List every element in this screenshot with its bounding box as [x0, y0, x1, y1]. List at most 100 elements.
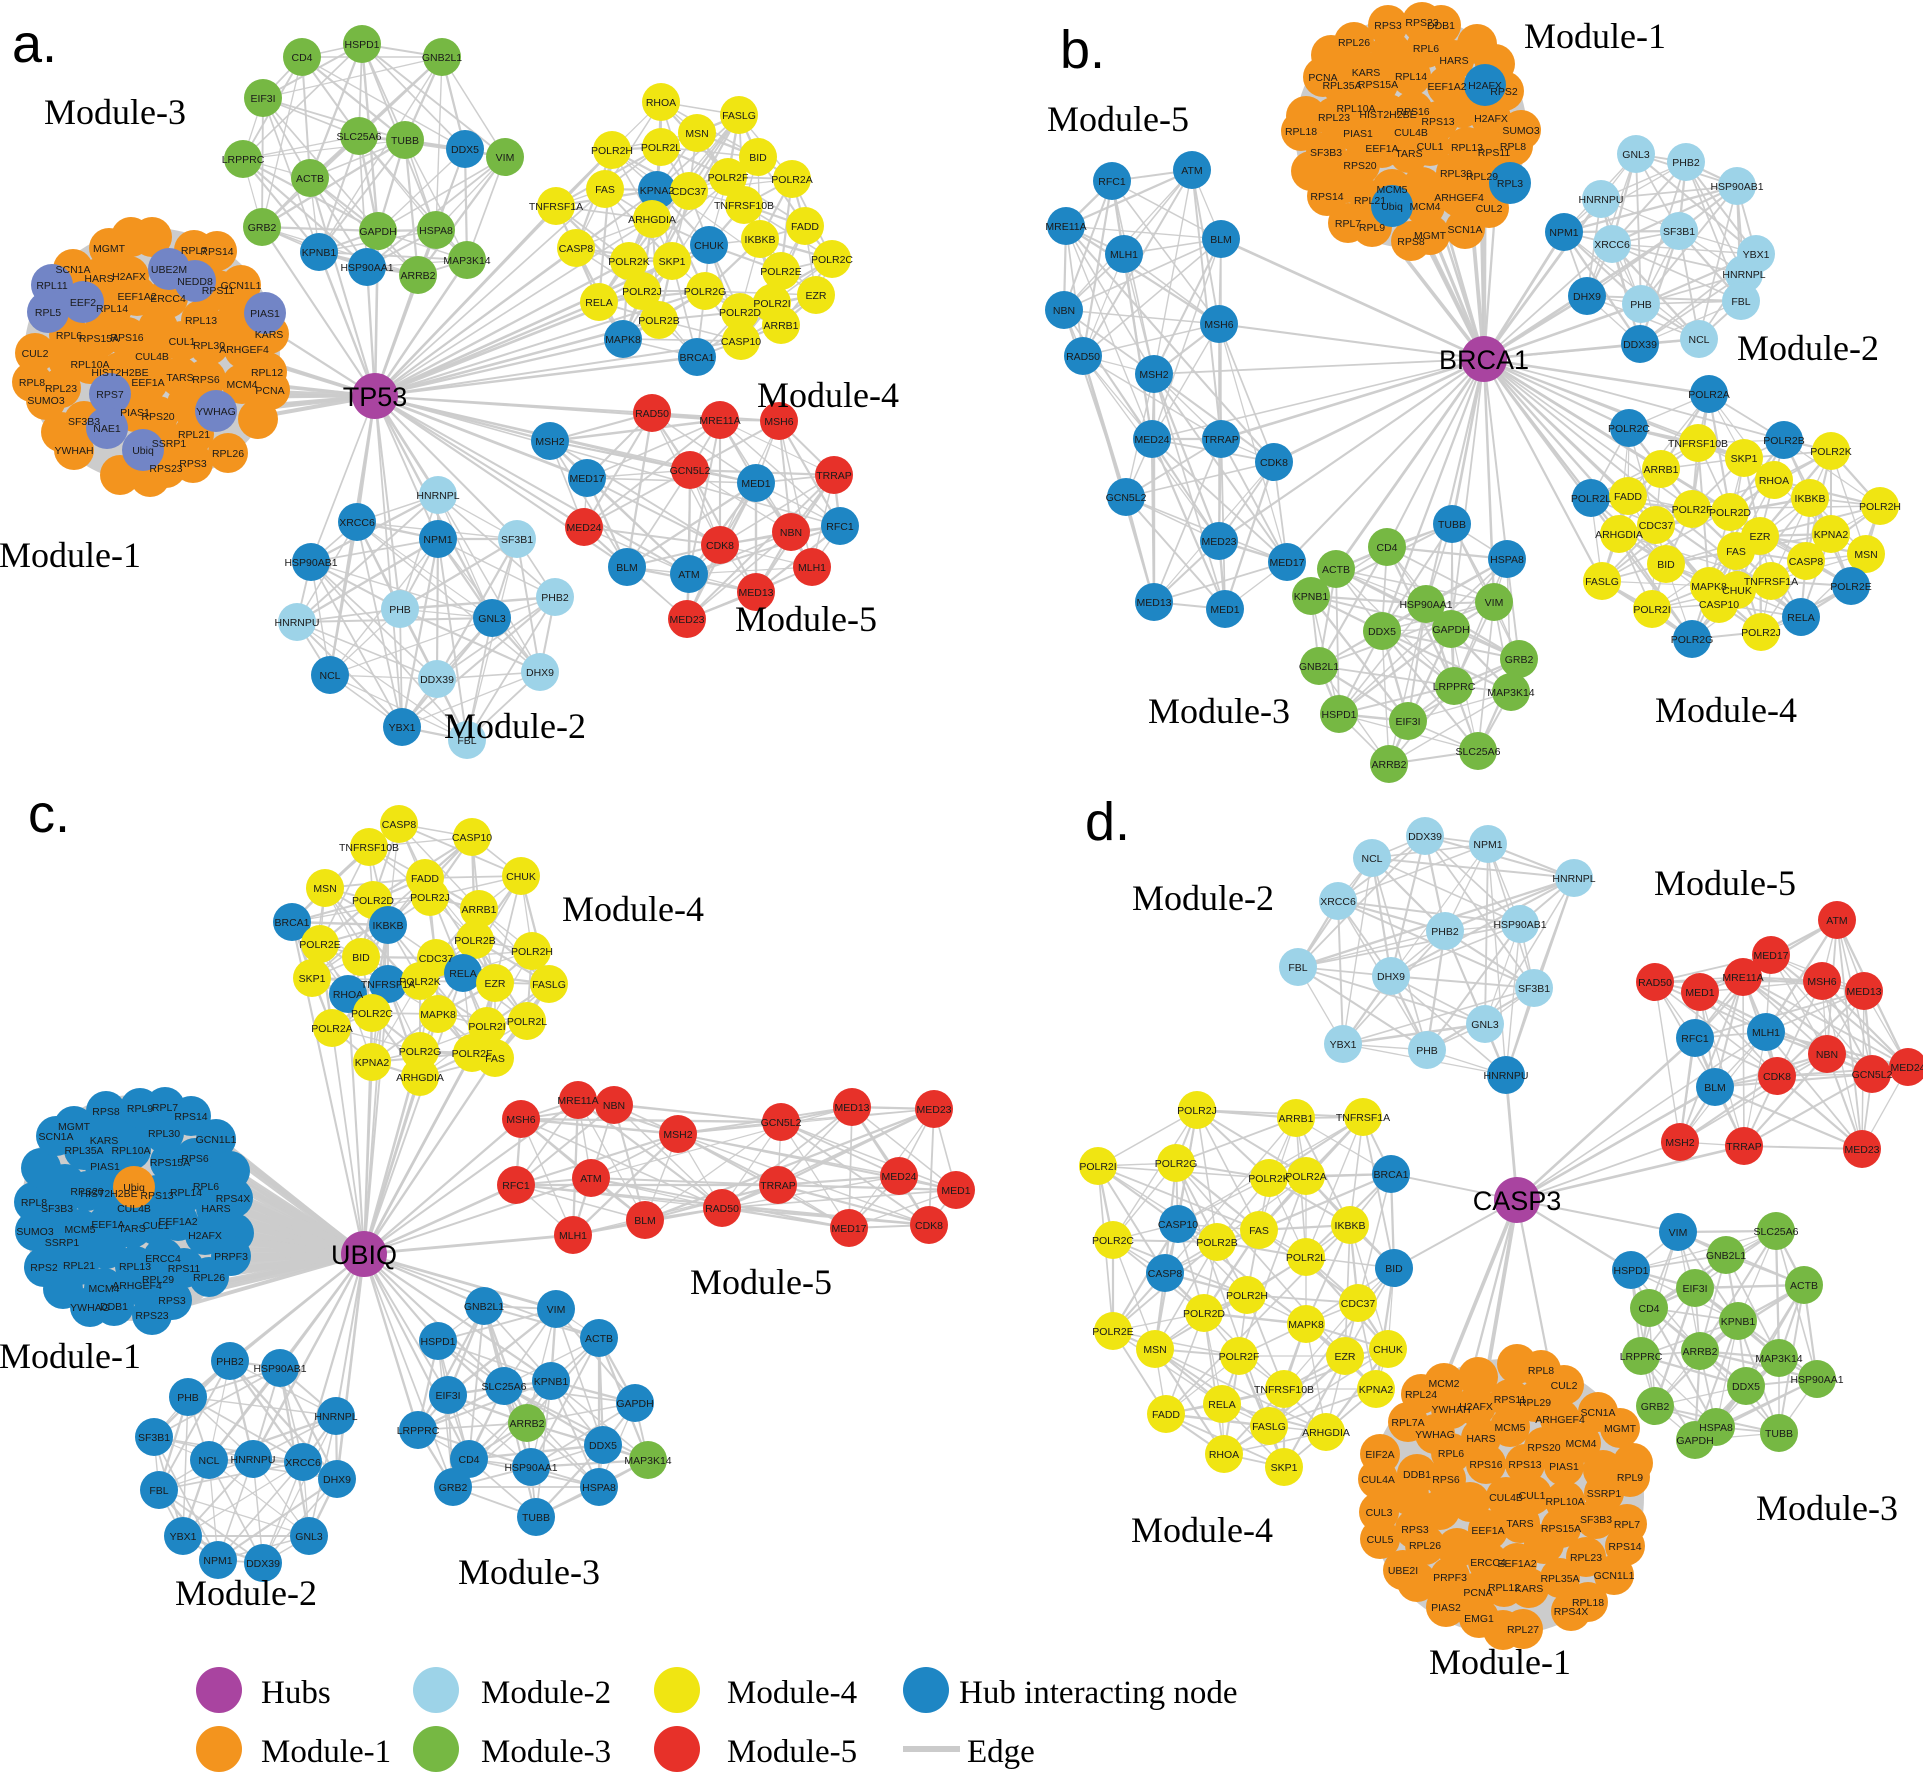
svg-text:SF3B1: SF3B1 — [1663, 226, 1695, 238]
svg-text:ARHGDIA: ARHGDIA — [396, 1072, 444, 1084]
svg-text:RPS15A: RPS15A — [150, 1157, 190, 1169]
svg-text:CHUK: CHUK — [1722, 585, 1752, 597]
svg-text:HSP90AA1: HSP90AA1 — [1399, 599, 1452, 611]
svg-text:MSN: MSN — [1854, 549, 1877, 561]
svg-text:SCN1A: SCN1A — [1447, 224, 1482, 236]
svg-text:POLR2D: POLR2D — [1183, 1308, 1225, 1320]
svg-text:XRCC6: XRCC6 — [1594, 239, 1630, 251]
svg-text:RPL35A: RPL35A — [1322, 80, 1361, 92]
svg-text:HIST2H2BE: HIST2H2BE — [80, 1188, 137, 1200]
svg-text:RAD50: RAD50 — [705, 1203, 739, 1215]
svg-text:Module-3: Module-3 — [44, 92, 186, 132]
svg-text:MED23: MED23 — [669, 614, 704, 626]
svg-text:RPL21: RPL21 — [1354, 195, 1386, 207]
svg-text:MGMT: MGMT — [1604, 1423, 1637, 1435]
svg-text:NCL: NCL — [198, 1455, 219, 1467]
svg-text:FADD: FADD — [791, 221, 819, 233]
svg-text:ATM: ATM — [678, 569, 699, 581]
svg-text:POLR2I: POLR2I — [468, 1021, 505, 1033]
svg-text:YWHAG: YWHAG — [196, 406, 236, 418]
svg-text:POLR2I: POLR2I — [1079, 1161, 1116, 1173]
svg-text:CUL3: CUL3 — [1366, 1507, 1393, 1519]
svg-text:RPL35A: RPL35A — [64, 1145, 103, 1157]
svg-text:EZR: EZR — [485, 978, 506, 990]
svg-text:MSH6: MSH6 — [506, 1114, 535, 1126]
svg-text:LRPPRC: LRPPRC — [397, 1425, 440, 1437]
svg-text:MED24: MED24 — [881, 1171, 916, 1183]
svg-text:GRB2: GRB2 — [1505, 654, 1534, 666]
svg-text:RFC1: RFC1 — [1098, 176, 1126, 188]
svg-text:HSPA8: HSPA8 — [1490, 554, 1524, 566]
svg-text:GNL3: GNL3 — [295, 1531, 323, 1543]
svg-text:RELA: RELA — [449, 968, 476, 980]
svg-text:RFC1: RFC1 — [826, 521, 854, 533]
svg-text:Module-1: Module-1 — [261, 1734, 391, 1770]
svg-text:FBL: FBL — [149, 1485, 168, 1497]
svg-text:GAPDH: GAPDH — [1676, 1435, 1713, 1447]
svg-text:EEF1A: EEF1A — [1471, 1525, 1504, 1537]
svg-text:EIF3I: EIF3I — [1682, 1283, 1707, 1295]
svg-text:HSPD1: HSPD1 — [344, 39, 379, 51]
svg-text:MED1: MED1 — [1210, 604, 1239, 616]
svg-text:POLR2H: POLR2H — [591, 145, 633, 157]
svg-text:TARS: TARS — [1395, 148, 1422, 160]
svg-text:HNRNPL: HNRNPL — [314, 1411, 357, 1423]
svg-text:TUBB: TUBB — [1765, 1428, 1793, 1440]
svg-text:ARHGEF4: ARHGEF4 — [112, 1280, 162, 1292]
svg-text:YBX1: YBX1 — [170, 1531, 197, 1543]
svg-text:Module-3: Module-3 — [1148, 691, 1290, 731]
svg-text:NPM1: NPM1 — [1549, 227, 1578, 239]
svg-text:RPL8: RPL8 — [1500, 141, 1526, 153]
svg-text:MCM4: MCM4 — [227, 379, 258, 391]
svg-text:POLR2C: POLR2C — [1092, 1235, 1134, 1247]
svg-text:PCNA: PCNA — [1308, 72, 1337, 84]
svg-text:MSH2: MSH2 — [535, 436, 564, 448]
svg-text:POLR2L: POLR2L — [1571, 493, 1611, 505]
svg-text:RPL14: RPL14 — [96, 303, 128, 315]
svg-text:PIAS1: PIAS1 — [1343, 128, 1373, 140]
svg-text:EIF3I: EIF3I — [250, 93, 275, 105]
svg-text:PCNA: PCNA — [255, 385, 284, 397]
svg-text:MAP3K14: MAP3K14 — [1755, 1353, 1802, 1365]
svg-text:Module-1: Module-1 — [1429, 1642, 1571, 1682]
svg-text:POLR2D: POLR2D — [719, 307, 761, 319]
svg-text:GNL3: GNL3 — [1471, 1019, 1499, 1031]
svg-text:Module-5: Module-5 — [735, 599, 877, 639]
svg-text:TUBB: TUBB — [391, 135, 419, 147]
svg-text:Module-4: Module-4 — [727, 1675, 857, 1711]
svg-text:RPL13: RPL13 — [1451, 142, 1483, 154]
svg-text:H2AFX: H2AFX — [1459, 1401, 1493, 1413]
svg-text:MCM5: MCM5 — [1377, 184, 1408, 196]
svg-text:RPS4X: RPS4X — [1554, 1606, 1588, 1618]
svg-text:TNFRSF10B: TNFRSF10B — [1254, 1384, 1314, 1396]
svg-text:ARHGEF4: ARHGEF4 — [1535, 1414, 1585, 1426]
svg-text:DDX39: DDX39 — [246, 1558, 280, 1570]
svg-text:SUMO3: SUMO3 — [27, 395, 65, 407]
svg-text:POLR2J: POLR2J — [622, 286, 662, 298]
svg-text:SSRP1: SSRP1 — [1587, 1488, 1622, 1500]
svg-text:POLR2G: POLR2G — [1671, 634, 1714, 646]
svg-text:EIF2A: EIF2A — [1365, 1449, 1394, 1461]
svg-text:HNRNPU: HNRNPU — [275, 617, 320, 629]
svg-text:CDK8: CDK8 — [706, 540, 734, 552]
svg-text:LRPPRC: LRPPRC — [1433, 681, 1476, 693]
svg-text:ATM: ATM — [1826, 915, 1847, 927]
svg-text:PCNA: PCNA — [1463, 1587, 1492, 1599]
svg-text:GCN1L1: GCN1L1 — [221, 280, 262, 292]
svg-text:Ubiq: Ubiq — [132, 445, 154, 457]
svg-text:TARS: TARS — [118, 1223, 145, 1235]
svg-text:YBX1: YBX1 — [1330, 1039, 1357, 1051]
svg-text:MSH2: MSH2 — [663, 1129, 692, 1141]
svg-text:MAP3K14: MAP3K14 — [1487, 687, 1534, 699]
svg-text:HARS: HARS — [84, 273, 113, 285]
svg-text:CUL2: CUL2 — [1551, 1380, 1578, 1392]
svg-text:ARRB1: ARRB1 — [461, 904, 496, 916]
svg-text:RPS11: RPS11 — [1478, 147, 1511, 159]
svg-text:RPL9: RPL9 — [127, 1103, 153, 1115]
svg-text:MRE11A: MRE11A — [1045, 221, 1086, 233]
svg-text:GNB2L1: GNB2L1 — [1299, 661, 1339, 673]
svg-text:PIAS1: PIAS1 — [1549, 1461, 1579, 1473]
svg-text:PRPF3: PRPF3 — [1433, 1572, 1467, 1584]
svg-text:ARHGEF4: ARHGEF4 — [1434, 192, 1484, 204]
svg-text:SCN1A: SCN1A — [55, 264, 90, 276]
